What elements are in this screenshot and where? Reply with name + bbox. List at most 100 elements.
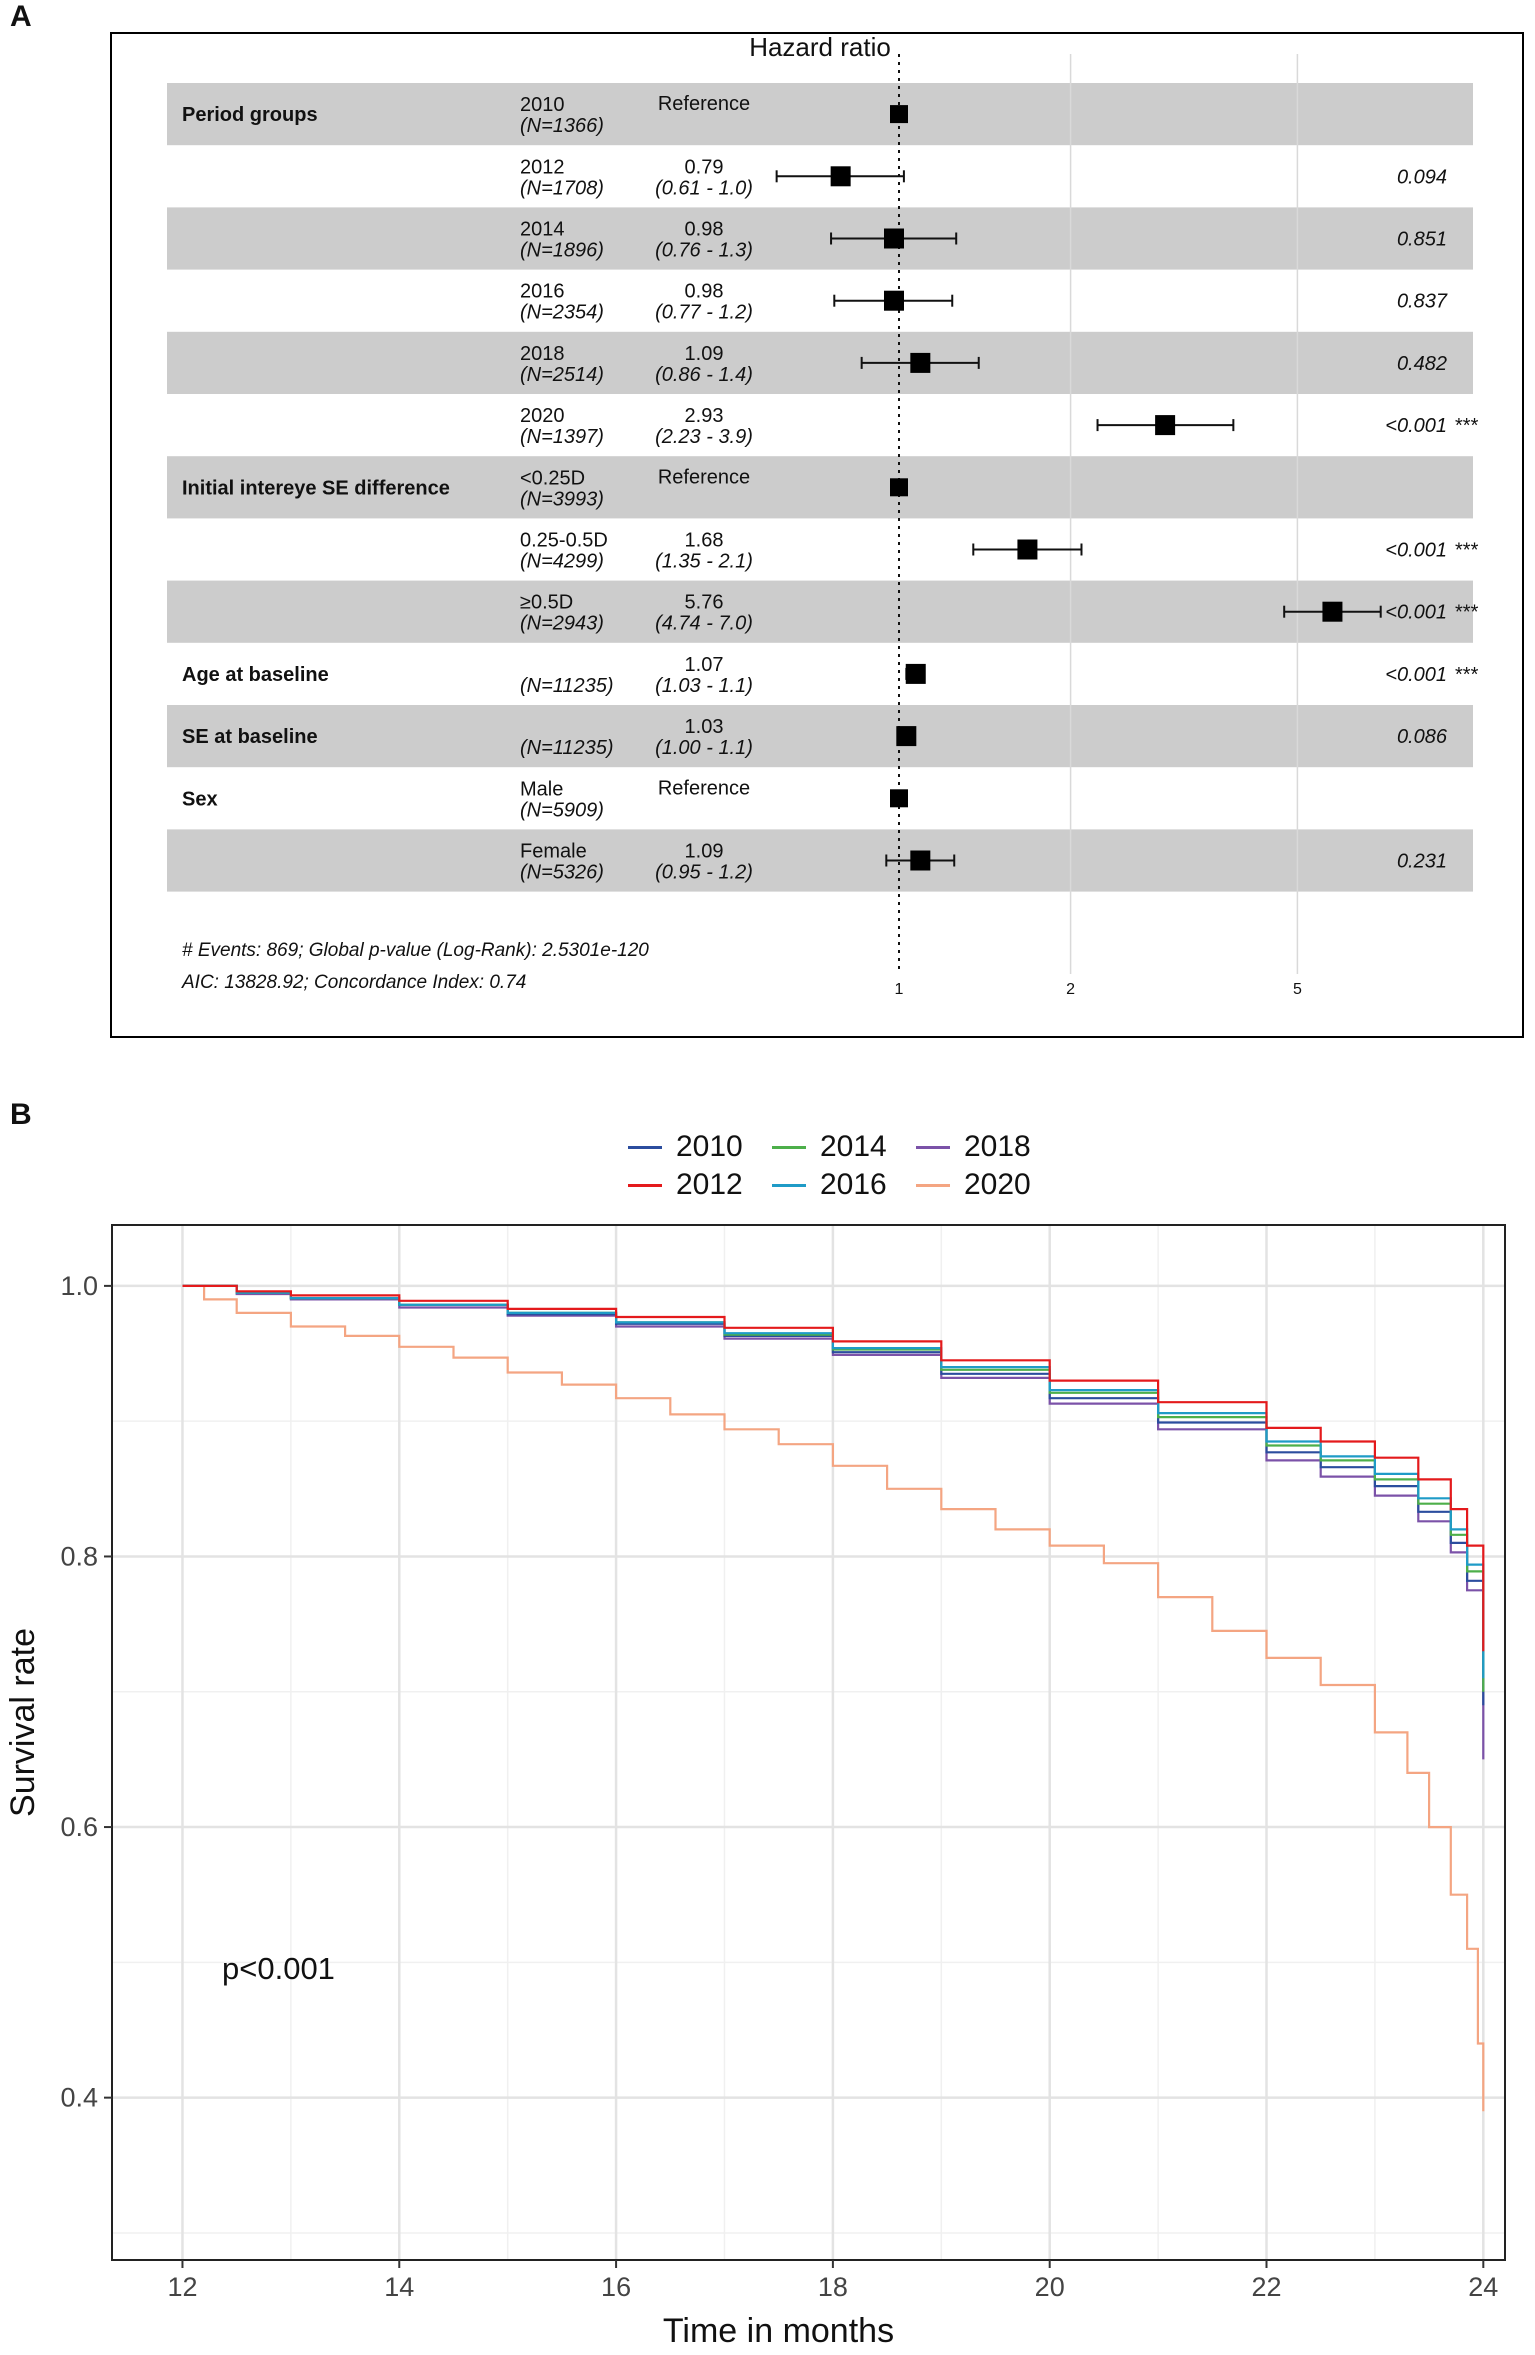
row-variable-6: Initial intereye SE difference (182, 477, 450, 499)
legend-item-2012: 2012 (628, 1166, 743, 1204)
legend-swatch-2018 (916, 1145, 950, 1149)
row-n-3: (N=2354) (520, 302, 604, 324)
row-level-3: 2016 (520, 281, 565, 303)
panel-a-label: A (10, 0, 32, 33)
row-ci-5: (2.23 - 3.9) (655, 426, 753, 448)
x-tick-label-1: 14 (384, 2272, 414, 2302)
legend-label-2018: 2018 (964, 1130, 1031, 1163)
footnote-events: # Events: 869; Global p-value (Log-Rank)… (182, 940, 649, 961)
row-band-8 (167, 580, 1473, 643)
legend-label-2016: 2016 (820, 1168, 887, 1201)
row-n-5: (N=1397) (520, 426, 604, 448)
y-tick-label-0: 0.4 (60, 2083, 98, 2113)
row-p-2: 0.851 (1397, 229, 1447, 251)
row-hr-4: 1.09 (685, 343, 724, 365)
row-ci-3: (0.77 - 1.2) (655, 302, 753, 324)
row-hr-5: 2.93 (685, 405, 724, 427)
row-n-11: (N=5909) (520, 799, 604, 821)
row-stars-5: *** (1455, 415, 1479, 437)
hr-point-12 (910, 850, 931, 871)
forest-plot-panel: Hazard ratio Period groups 2010 (N=1366) Ref… (110, 32, 1524, 1038)
row-n-4: (N=2514) (520, 364, 604, 386)
row-ci-4: (0.86 - 1.4) (655, 364, 753, 386)
legend-swatch-2010 (628, 1145, 662, 1149)
hr-point-11 (890, 789, 908, 808)
row-n-7: (N=4299) (520, 551, 604, 573)
km-curve-2012 (182, 1284, 1485, 1652)
x-tick-label-3: 18 (818, 2272, 848, 2302)
row-stars-9: *** (1455, 664, 1479, 686)
row-level-6: <0.25D (520, 467, 585, 489)
row-variable-9: Age at baseline (182, 664, 329, 686)
row-hr-7: 1.68 (685, 530, 724, 552)
row-n-0: (N=1366) (520, 115, 604, 137)
row-n-10: (N=11235) (520, 737, 614, 759)
row-level-11: Male (520, 778, 563, 800)
hr-tick-label-1: 2 (1066, 981, 1075, 998)
row-hr-9: 1.07 (685, 654, 724, 676)
hr-point-8 (1322, 601, 1343, 622)
x-tick-label-6: 24 (1468, 2272, 1498, 2302)
row-p-12: 0.231 (1397, 851, 1447, 873)
row-ci-12: (0.95 - 1.2) (655, 862, 753, 884)
x-axis-title: Time in months (663, 2312, 894, 2350)
row-band-6 (167, 456, 1473, 519)
p-value-annotation: p<0.001 (222, 1951, 335, 1986)
row-hr-6: Reference (658, 466, 750, 488)
row-hr-1: 0.79 (685, 156, 724, 178)
x-tick-label-0: 12 (167, 2272, 197, 2302)
legend-swatch-2020 (916, 1183, 950, 1187)
row-level-8: ≥0.5D (520, 592, 573, 614)
row-stars-8: *** (1455, 602, 1479, 624)
row-band-10 (167, 705, 1473, 768)
row-p-5: <0.001 (1385, 415, 1447, 437)
plot-border (111, 1224, 1506, 2261)
hr-point-2 (883, 228, 904, 249)
legend-swatch-2016 (772, 1183, 806, 1187)
row-hr-3: 0.98 (685, 281, 724, 303)
row-ci-1: (0.61 - 1.0) (655, 177, 753, 199)
row-level-1: 2012 (520, 156, 565, 178)
x-tick-label-5: 22 (1251, 2272, 1281, 2302)
row-n-9: (N=11235) (520, 675, 614, 697)
row-hr-11: Reference (658, 777, 750, 799)
row-hr-12: 1.09 (685, 841, 724, 863)
forest-plot: Hazard ratio Period groups 2010(N=1366) Ref… (167, 34, 1479, 998)
row-ci-9: (1.03 - 1.1) (655, 675, 753, 697)
row-ci-8: (4.74 - 7.0) (655, 613, 753, 635)
row-n-2: (N=1896) (520, 240, 604, 262)
row-ci-2: (0.76 - 1.3) (655, 240, 753, 262)
row-p-8: <0.001 (1385, 602, 1447, 624)
survival-legend: 2010 2014 2018 2012 2016 2020 (628, 1128, 1048, 1208)
row-p-10: 0.086 (1397, 726, 1448, 748)
row-p-4: 0.482 (1397, 353, 1447, 375)
y-tick-label-3: 1.0 (60, 1271, 98, 1301)
row-hr-8: 5.76 (685, 592, 724, 614)
row-n-1: (N=1708) (520, 177, 604, 199)
y-tick-label-2: 0.8 (60, 1541, 98, 1571)
row-level-0: 2010 (520, 94, 565, 116)
row-band-2 (167, 207, 1473, 270)
legend-item-2020: 2020 (916, 1166, 1031, 1204)
row-variable-11: Sex (182, 788, 218, 810)
hr-point-7 (1017, 539, 1038, 560)
forest-title: Hazard ratio (749, 34, 891, 62)
row-band-12 (167, 829, 1473, 892)
legend-label-2014: 2014 (820, 1130, 887, 1163)
row-hr-0: Reference (658, 93, 750, 115)
row-level-7: 0.25-0.5D (520, 530, 608, 552)
row-band-4 (167, 331, 1473, 394)
row-level-2: 2014 (520, 219, 565, 241)
row-ci-7: (1.35 - 2.1) (655, 551, 753, 573)
row-level-5: 2020 (520, 405, 565, 427)
legend-label-2020: 2020 (964, 1168, 1031, 1201)
footnote-aic: AIC: 13828.92; Concordance Index: 0.74 (181, 972, 526, 993)
hr-point-6 (890, 478, 908, 497)
row-stars-7: *** (1455, 540, 1479, 562)
row-hr-2: 0.98 (685, 219, 724, 241)
row-p-3: 0.837 (1397, 291, 1448, 313)
hr-tick-label-2: 5 (1293, 981, 1302, 998)
hr-point-0 (890, 105, 908, 124)
km-curve-2020 (182, 1284, 1485, 2112)
row-n-6: (N=3993) (520, 488, 604, 510)
